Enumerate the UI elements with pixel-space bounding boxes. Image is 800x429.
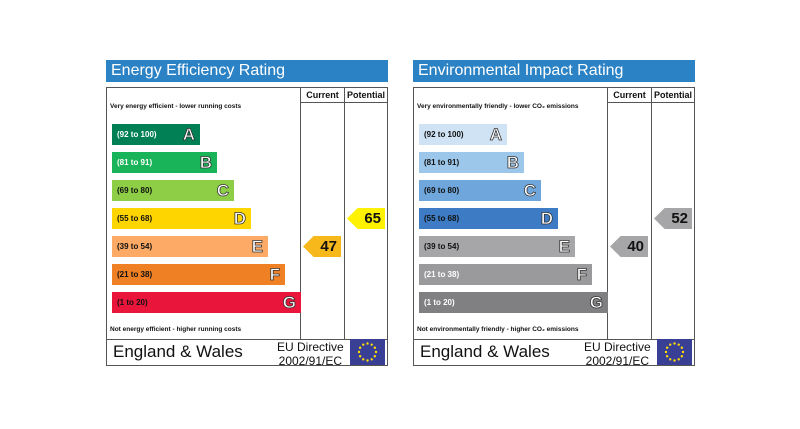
potential-rating-arrow: 65 bbox=[347, 208, 385, 229]
current-rating-arrow: 47 bbox=[303, 236, 341, 257]
chart-title: Environmental Impact Rating bbox=[413, 60, 695, 82]
divider bbox=[607, 102, 695, 103]
band-range: (92 to 100) bbox=[424, 130, 464, 139]
divider bbox=[300, 88, 301, 339]
rating-band-b: (81 to 91) B bbox=[419, 152, 524, 173]
rating-band-c: (69 to 80) C bbox=[419, 180, 541, 201]
divider bbox=[607, 88, 608, 339]
rating-band-a: (92 to 100) A bbox=[419, 124, 507, 145]
chart-frame: Current Potential Very energy efficient … bbox=[106, 87, 388, 368]
band-range: (55 to 68) bbox=[117, 214, 153, 223]
top-note: Very energy efficient - lower running co… bbox=[110, 103, 242, 110]
band-letter: E bbox=[251, 237, 263, 257]
environmental-impact-chart: Environmental Impact Rating Current Pote… bbox=[413, 60, 695, 368]
current-rating-value: 40 bbox=[627, 238, 644, 255]
region-label: England & Wales bbox=[420, 342, 550, 361]
band-letter: B bbox=[506, 153, 519, 173]
band-range: (21 to 38) bbox=[117, 270, 153, 279]
band-range: (69 to 80) bbox=[117, 186, 153, 195]
potential-column-header: Potential bbox=[346, 90, 385, 100]
region-label: England & Wales bbox=[113, 342, 243, 361]
rating-band-b: (81 to 91) B bbox=[112, 152, 217, 173]
rating-band-g: (1 to 20) G bbox=[419, 292, 608, 313]
band-range: (81 to 91) bbox=[424, 158, 460, 167]
current-rating-value: 47 bbox=[320, 238, 337, 255]
directive-line2: 2002/91/EC bbox=[278, 354, 343, 368]
divider bbox=[651, 88, 652, 339]
directive-line1: EU Directive bbox=[277, 340, 344, 354]
band-range: (55 to 68) bbox=[424, 214, 460, 223]
eu-flag-icon bbox=[350, 339, 385, 365]
potential-rating-value: 52 bbox=[671, 210, 688, 227]
rating-band-f: (21 to 38) F bbox=[419, 264, 592, 285]
potential-rating-value: 65 bbox=[364, 210, 381, 227]
band-letter: F bbox=[576, 265, 587, 285]
energy-efficiency-chart: Energy Efficiency Rating Current Potenti… bbox=[106, 60, 388, 368]
eu-flag-icon bbox=[657, 339, 692, 365]
current-column-header: Current bbox=[306, 90, 339, 100]
band-range: (1 to 20) bbox=[117, 298, 148, 307]
band-letter: D bbox=[233, 209, 246, 229]
band-range: (1 to 20) bbox=[424, 298, 455, 307]
band-range: (69 to 80) bbox=[424, 186, 460, 195]
chart-frame: Current Potential Very environmentally f… bbox=[413, 87, 695, 368]
bottom-note: Not environmentally friendly - higher CO… bbox=[417, 326, 579, 333]
band-letter: F bbox=[269, 265, 280, 285]
rating-band-c: (69 to 80) C bbox=[112, 180, 234, 201]
rating-band-e: (39 to 54) E bbox=[419, 236, 575, 257]
band-letter: B bbox=[199, 153, 212, 173]
band-letter: A bbox=[182, 125, 195, 145]
chart-title: Energy Efficiency Rating bbox=[106, 60, 388, 82]
band-letter: C bbox=[216, 181, 229, 201]
band-range: (92 to 100) bbox=[117, 130, 157, 139]
rating-band-e: (39 to 54) E bbox=[112, 236, 268, 257]
band-range: (81 to 91) bbox=[117, 158, 153, 167]
rating-band-f: (21 to 38) F bbox=[112, 264, 285, 285]
current-column-header: Current bbox=[613, 90, 646, 100]
band-letter: C bbox=[523, 181, 536, 201]
current-rating-arrow: 40 bbox=[610, 236, 648, 257]
potential-rating-arrow: 52 bbox=[654, 208, 692, 229]
divider bbox=[414, 339, 694, 340]
directive-line1: EU Directive bbox=[584, 340, 651, 354]
divider bbox=[107, 339, 387, 340]
divider bbox=[344, 88, 345, 339]
directive-line2: 2002/91/EC bbox=[585, 354, 650, 368]
band-range: (39 to 54) bbox=[424, 242, 460, 251]
eu-directive-label: EU Directive 2002/91/EC bbox=[584, 340, 651, 368]
divider bbox=[300, 102, 388, 103]
eu-directive-label: EU Directive 2002/91/EC bbox=[277, 340, 344, 368]
band-letter: D bbox=[540, 209, 553, 229]
rating-band-d: (55 to 68) D bbox=[419, 208, 558, 229]
top-note: Very environmentally friendly - lower CO… bbox=[417, 103, 579, 110]
band-range: (39 to 54) bbox=[117, 242, 153, 251]
band-letter: G bbox=[282, 293, 296, 313]
band-letter: G bbox=[589, 293, 603, 313]
band-range: (21 to 38) bbox=[424, 270, 460, 279]
rating-band-g: (1 to 20) G bbox=[112, 292, 301, 313]
bottom-note: Not energy efficient - higher running co… bbox=[110, 326, 242, 333]
rating-band-a: (92 to 100) A bbox=[112, 124, 200, 145]
rating-band-d: (55 to 68) D bbox=[112, 208, 251, 229]
band-letter: E bbox=[558, 237, 570, 257]
band-letter: A bbox=[489, 125, 502, 145]
potential-column-header: Potential bbox=[653, 90, 692, 100]
